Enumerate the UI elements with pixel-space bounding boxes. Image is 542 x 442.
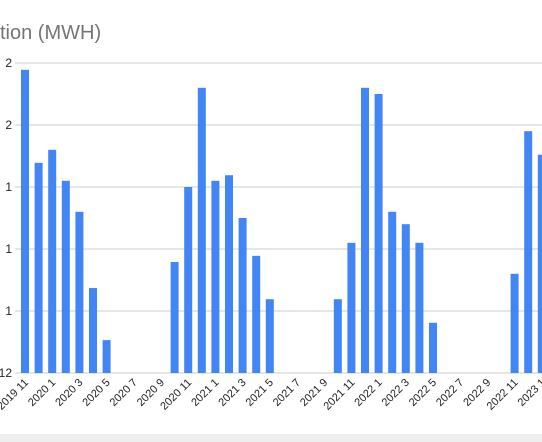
bar bbox=[75, 211, 84, 373]
bar bbox=[388, 211, 397, 373]
bar bbox=[401, 224, 410, 373]
bar bbox=[252, 255, 261, 373]
x-tick-label: 2022 5 bbox=[407, 377, 439, 409]
y-tick-label: 1 bbox=[5, 304, 12, 318]
x-tick-label: 2021 3 bbox=[216, 377, 248, 409]
bar bbox=[61, 180, 70, 373]
bar bbox=[510, 273, 519, 373]
bar bbox=[374, 94, 383, 373]
x-tick-label: 2021 1 bbox=[189, 377, 221, 409]
bar bbox=[524, 131, 533, 373]
bar bbox=[265, 299, 274, 373]
x-tick-label: 2021 7 bbox=[271, 377, 303, 409]
bar bbox=[333, 299, 342, 373]
y-tick-label: 1 bbox=[5, 242, 12, 256]
x-tick-label: 2020 3 bbox=[53, 377, 85, 409]
x-tick-label: 2020 1 bbox=[26, 377, 58, 409]
bar bbox=[225, 175, 233, 373]
bar bbox=[537, 154, 542, 373]
y-tick-label: 12 bbox=[0, 366, 12, 380]
x-tick-label: 2022 7 bbox=[434, 377, 466, 409]
bar bbox=[197, 87, 206, 374]
bar bbox=[170, 262, 179, 373]
y-tick-label: 1 bbox=[5, 180, 12, 194]
bar bbox=[347, 242, 356, 373]
bar bbox=[48, 149, 57, 373]
x-tick-label: 2022 1 bbox=[352, 377, 384, 409]
x-tick-label: 2019 11 bbox=[0, 377, 31, 413]
bar bbox=[238, 218, 247, 373]
bar bbox=[429, 322, 437, 373]
bar bbox=[21, 69, 29, 373]
y-tick-label: 2 bbox=[5, 118, 12, 132]
x-tick-label: 2023 1 bbox=[516, 377, 542, 409]
chart-title: tion (MWH) bbox=[0, 22, 101, 44]
y-tick-label: 2 bbox=[5, 56, 12, 70]
bar bbox=[211, 180, 220, 373]
bar bbox=[89, 288, 97, 373]
footer-strip bbox=[0, 434, 542, 442]
bar bbox=[34, 162, 43, 373]
x-tick-label: 2020 7 bbox=[108, 377, 140, 409]
x-tick-label: 2021 5 bbox=[244, 377, 276, 409]
x-tick-label: 2020 5 bbox=[80, 377, 112, 409]
bar bbox=[361, 87, 369, 374]
bar bbox=[184, 187, 193, 373]
bar bbox=[102, 340, 111, 373]
bar bbox=[415, 242, 424, 373]
x-tick-label: 2022 3 bbox=[380, 377, 412, 409]
